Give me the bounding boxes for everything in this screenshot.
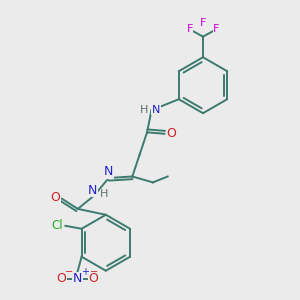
Text: −: −: [90, 267, 98, 277]
Text: N: N: [152, 105, 160, 115]
Text: F: F: [187, 24, 193, 34]
Text: O: O: [88, 272, 98, 285]
Text: F: F: [200, 18, 206, 28]
Text: O: O: [56, 272, 66, 285]
Text: H: H: [140, 105, 148, 115]
Text: O: O: [166, 127, 176, 140]
Text: +: +: [81, 267, 89, 277]
Text: F: F: [213, 24, 219, 34]
Text: Cl: Cl: [51, 219, 63, 232]
Text: N: N: [104, 165, 113, 178]
Text: O: O: [50, 190, 60, 204]
Text: H: H: [100, 189, 109, 199]
Text: N: N: [88, 184, 97, 197]
Text: −: −: [65, 267, 73, 277]
Text: N: N: [73, 272, 82, 285]
